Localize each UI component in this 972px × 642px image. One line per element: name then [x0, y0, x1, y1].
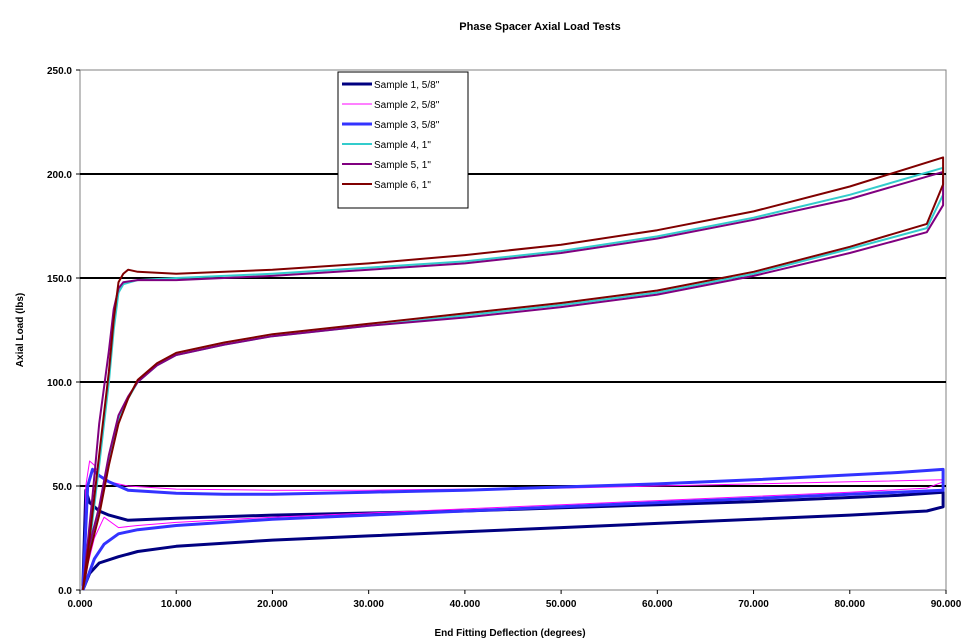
x-tick-label-8: 80.000	[834, 599, 865, 610]
legend: Sample 1, 5/8" Sample 2, 5/8" Sample 3, 5/…	[337, 71, 469, 209]
x-tick-label-1: 10.000	[161, 599, 192, 610]
x-tick-label-4: 40.000	[450, 599, 481, 610]
y-axis-ticks: 0.0 50.0 100.0 150.0 200.0 250.0	[47, 66, 80, 597]
y-tick-label-3: 150.0	[47, 274, 72, 285]
series-line-3	[81, 467, 945, 591]
x-tick-label-9: 90.000	[931, 599, 962, 610]
legend-label-6: Sample 6, 1"	[374, 180, 431, 191]
y-axis-title: Axial Load (lbs)	[15, 293, 26, 367]
legend-label-1: Sample 1, 5/8"	[374, 80, 440, 91]
series-line-6	[81, 156, 945, 591]
legend-label-5: Sample 5, 1"	[374, 160, 431, 171]
y-tick-label-1: 50.0	[53, 482, 73, 493]
x-tick-label-5: 50.000	[546, 599, 577, 610]
y-tick-label-0: 0.0	[58, 586, 72, 597]
legend-label-2: Sample 2, 5/8"	[374, 100, 440, 111]
plot-area	[79, 69, 947, 591]
x-tick-label-3: 30.000	[353, 599, 384, 610]
legend-label-3: Sample 3, 5/8"	[374, 120, 440, 131]
y-tick-label-5: 250.0	[47, 66, 72, 77]
series-line-1	[81, 488, 945, 591]
legend-label-4: Sample 4, 1"	[374, 140, 431, 151]
x-axis-title: End Fitting Deflection (degrees)	[434, 628, 585, 639]
y-tick-label-2: 100.0	[47, 378, 72, 389]
y-tick-label-4: 200.0	[47, 170, 72, 181]
legend-box	[337, 71, 469, 209]
x-tick-label-0: 0.000	[67, 599, 92, 610]
series-layer	[81, 156, 945, 591]
x-axis-ticks: 0.000 10.000 20.000 30.000 40.000 50.000 60.00…	[67, 590, 962, 610]
x-tick-label-6: 60.000	[642, 599, 673, 610]
x-tick-label-7: 70.000	[738, 599, 769, 610]
chart-title: Phase Spacer Axial Load Tests	[459, 21, 620, 33]
x-tick-label-2: 20.000	[257, 599, 288, 610]
